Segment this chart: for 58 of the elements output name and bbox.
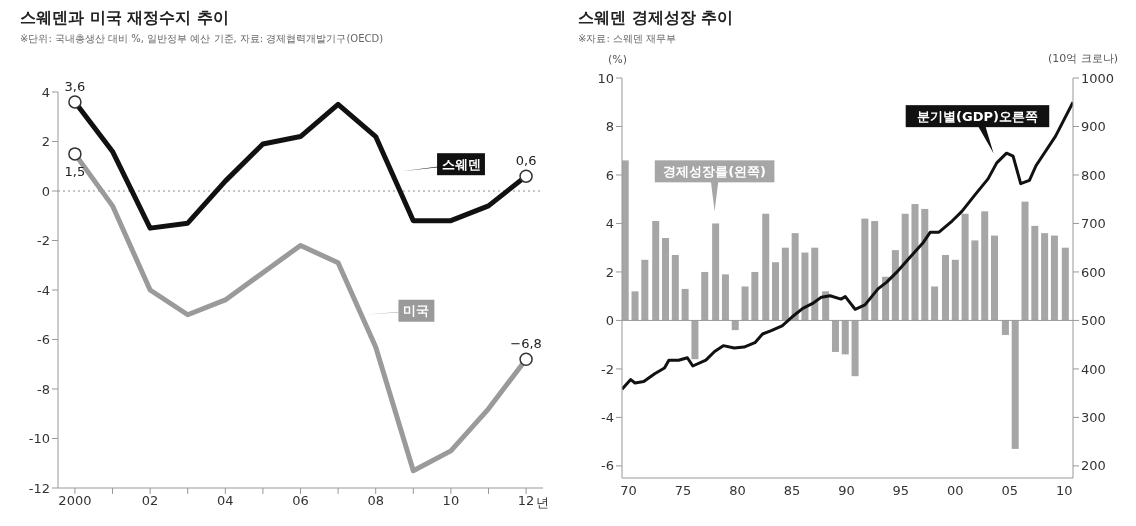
x-tick-label: 95 — [892, 483, 910, 499]
x-axis-title: 년 — [536, 495, 549, 510]
y2-tick-label: 900 — [1081, 119, 1106, 135]
x-tick-label: 12 — [517, 493, 535, 509]
y-tick-label: -10 — [28, 431, 50, 447]
y-tick-label: 8 — [605, 119, 614, 135]
y-axis-title: (%) — [608, 53, 628, 66]
y-tick-label: 10 — [597, 70, 614, 86]
x-tick-label: 85 — [783, 483, 801, 499]
x-tick-label: 80 — [729, 483, 746, 499]
x-tick-label: 06 — [292, 493, 309, 509]
text: 스웨덴 — [441, 156, 481, 172]
y-tick-label: -12 — [28, 480, 50, 496]
y-tick-label: 6 — [605, 167, 614, 183]
x-tick-label: 08 — [367, 493, 384, 509]
x-tick-label: 10 — [442, 493, 460, 509]
chart-title: 스웨덴과 미국 재정수지 추이 — [20, 8, 230, 29]
y2-tick-label: 400 — [1081, 361, 1106, 377]
data-label: 3,6 — [64, 78, 86, 94]
y-tick-label: 4 — [605, 216, 614, 232]
y2-tick-label: 700 — [1081, 216, 1106, 232]
x-tick-label: 02 — [141, 493, 159, 509]
x-tick-label: 04 — [217, 493, 234, 509]
y-tick-label: -8 — [37, 381, 50, 397]
data-label: 0,6 — [515, 153, 537, 169]
x-tick-label: 05 — [1001, 483, 1019, 499]
x-tick-label: 90 — [838, 483, 855, 499]
y-tick-label: -6 — [601, 458, 614, 474]
x-tick-label: 10 — [1056, 483, 1073, 499]
chart-title: 스웨덴 경제성장 추이 — [578, 8, 735, 29]
y-tick-label: -6 — [37, 332, 50, 348]
y-tick-label: 0 — [41, 183, 50, 199]
y2-tick-label: 1000 — [1081, 70, 1115, 86]
series-label: 분기별(GDP)오른쪽 — [917, 108, 1038, 124]
chart-subtitle: ※자료: 스웨덴 재무부 — [578, 32, 678, 46]
data-label: 1,5 — [64, 163, 86, 179]
y2-tick-label: 300 — [1081, 410, 1106, 426]
text: 미국 — [403, 303, 430, 319]
y-tick-label: 4 — [41, 84, 50, 100]
x-tick-label: 75 — [674, 483, 692, 499]
y2-tick-label: 200 — [1081, 458, 1106, 474]
x-tick-label: 70 — [620, 483, 637, 499]
y-tick-label: -2 — [37, 233, 50, 249]
y-tick-label: 2 — [605, 264, 614, 280]
y-tick-label: 0 — [605, 313, 614, 329]
x-tick-label: 2000 — [58, 493, 92, 509]
y2-tick-label: 600 — [1081, 264, 1106, 280]
text: 경제성장률(왼쪽) — [663, 164, 767, 180]
y-tick-label: -2 — [601, 361, 614, 377]
y2-tick-label: 800 — [1081, 167, 1106, 183]
y-tick-label: -4 — [37, 282, 50, 298]
x-tick-label: 00 — [947, 483, 964, 499]
chart-subtitle: ※단위: 국내총생산 대비 %, 일반정부 예산 기준, 자료: 경제협력개발기구(OECD) — [20, 32, 385, 46]
y-tick-label: -4 — [601, 410, 614, 426]
y-tick-label: 2 — [41, 134, 50, 150]
y2-tick-label: 500 — [1081, 313, 1106, 329]
data-label: −6,8 — [510, 336, 542, 352]
y2-axis-title: (10억 크로나) — [1047, 51, 1118, 66]
